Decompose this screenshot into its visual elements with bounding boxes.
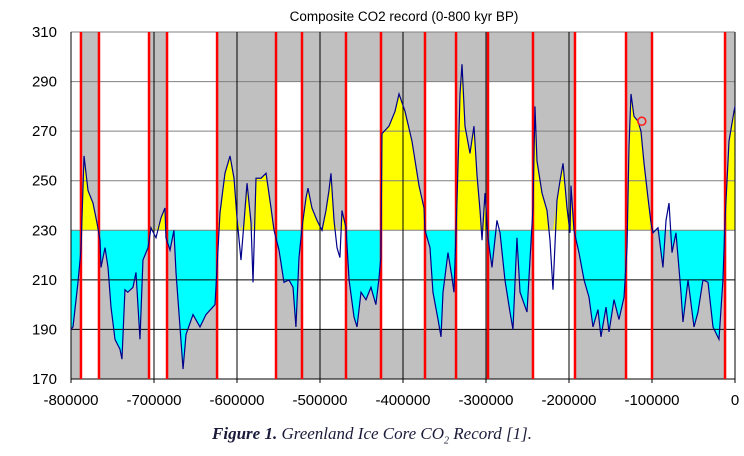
above-threshold-fill: [725, 106, 735, 231]
chart-title: Composite CO2 record (0-800 kyr BP): [290, 9, 519, 24]
above-threshold-fill: [149, 207, 168, 231]
below-threshold-fill: [345, 230, 382, 327]
below-threshold-fill: [98, 230, 150, 360]
y-tick-label: 250: [32, 173, 57, 190]
x-tick-label: -600000: [209, 392, 264, 409]
y-tick-label: 230: [32, 222, 57, 239]
x-tick-label: 0: [731, 392, 739, 409]
caption-subscript: 2: [444, 435, 450, 447]
x-tick-label: -100000: [624, 392, 679, 409]
y-tick-label: 290: [32, 74, 57, 91]
x-tick-label: -400000: [375, 392, 430, 409]
x-tick-label: -200000: [541, 392, 596, 409]
y-tick-label: 310: [32, 24, 57, 41]
co2-chart: Composite CO2 record (0-800 kyr BP) 1701…: [32, 9, 739, 409]
caption-text-end: Record [1].: [449, 424, 532, 443]
x-tick-label: -800000: [43, 392, 98, 409]
x-tick-label: -500000: [292, 392, 347, 409]
below-threshold-fill: [652, 230, 726, 340]
y-tick-label: 210: [32, 272, 57, 289]
y-tick-label: 170: [32, 371, 57, 388]
below-threshold-fill: [167, 230, 218, 370]
x-tick-label: -700000: [126, 392, 181, 409]
below-threshold-fill: [574, 230, 627, 337]
below-threshold-fill: [424, 230, 457, 337]
y-tick-label: 190: [32, 321, 57, 338]
co2-series-line: [70, 64, 736, 370]
y-tick-label: 270: [32, 123, 57, 140]
caption-text: Greenland Ice Core CO: [277, 424, 445, 443]
above-threshold-fill: [301, 173, 346, 231]
plot-area: 170 190 210 230 250 270 290 310 -800000 -700000 -6…: [32, 24, 739, 409]
above-threshold-fill: [456, 64, 488, 231]
below-threshold-fill: [276, 230, 302, 327]
figure-caption: Figure 1. Greenland Ice Core CO2 Record …: [0, 424, 744, 446]
caption-label: Figure 1.: [212, 424, 278, 443]
highlight-marker: [636, 116, 647, 127]
above-threshold-fill: [626, 93, 652, 231]
x-tick-label: -300000: [458, 392, 513, 409]
